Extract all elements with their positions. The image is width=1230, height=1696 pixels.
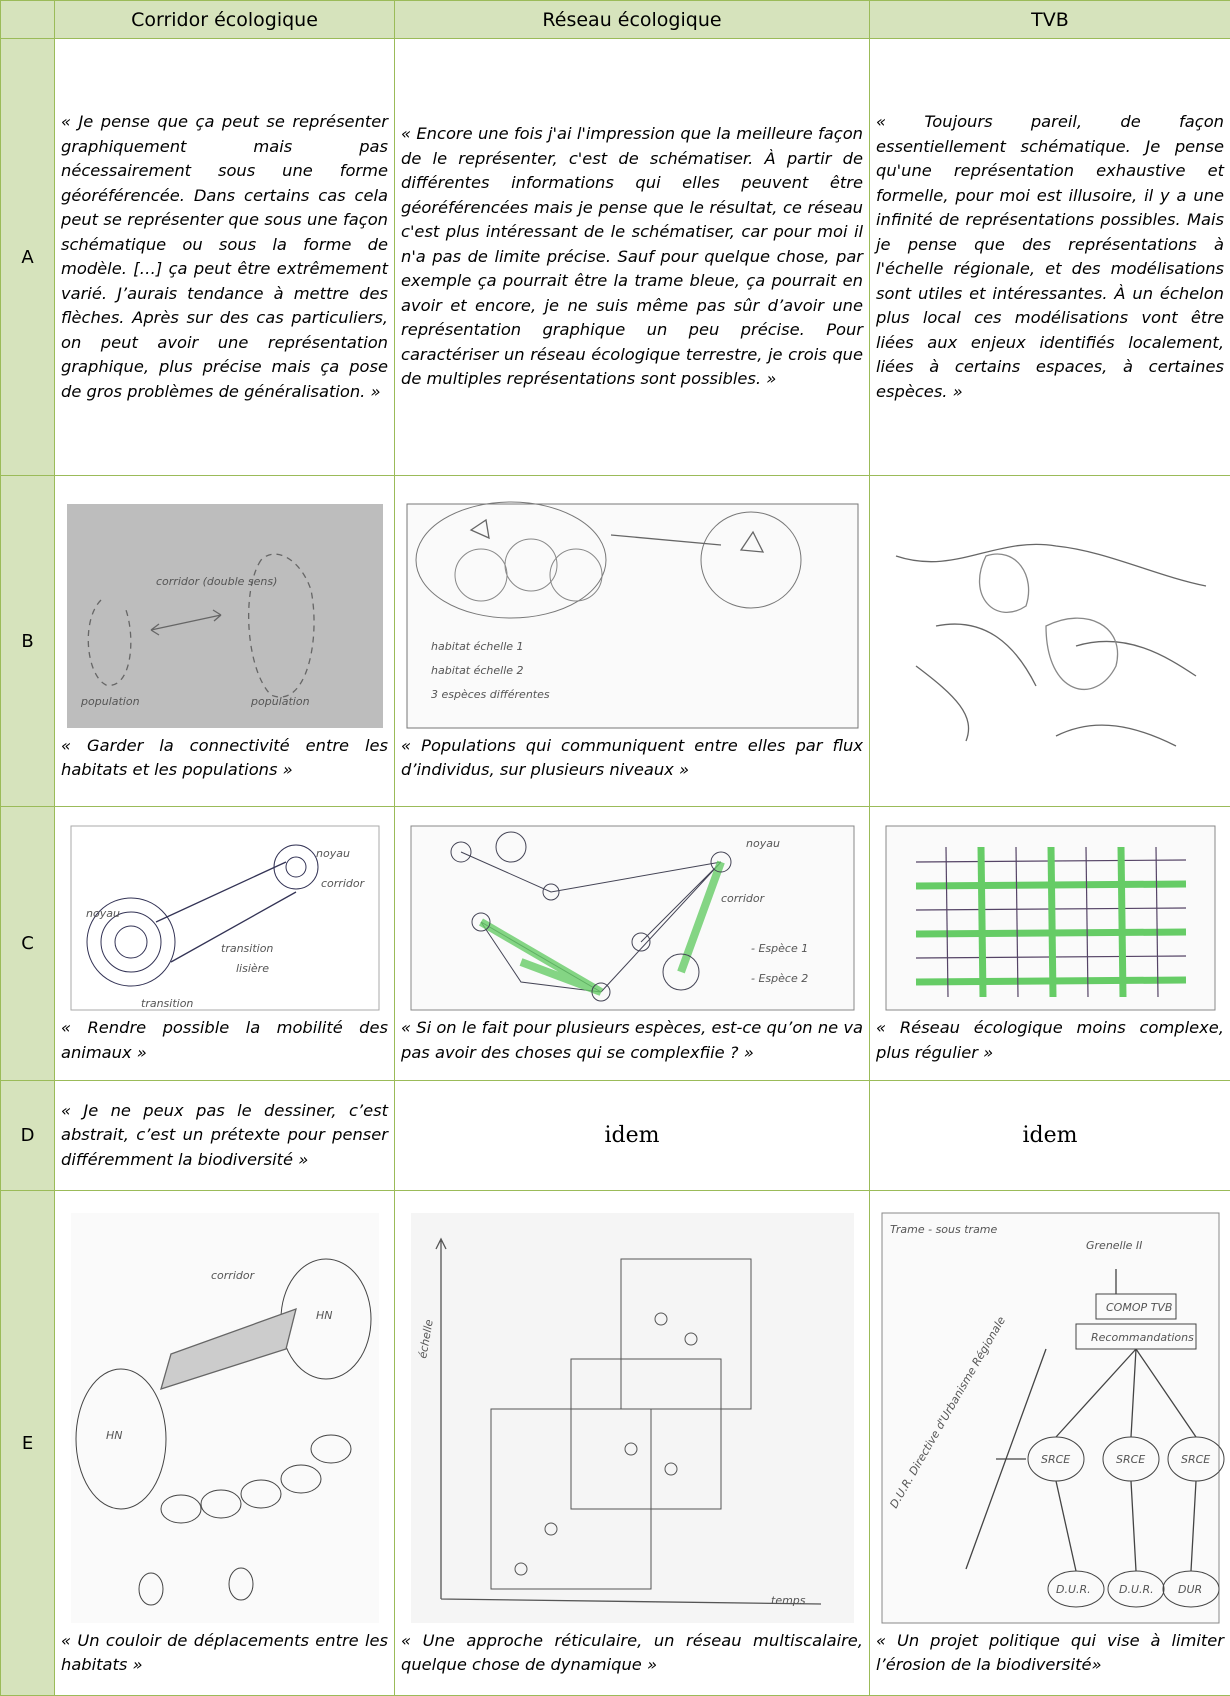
table-cell xyxy=(870,476,1230,807)
corner-cell xyxy=(1,1,55,39)
sketch-label: Trame - sous trame xyxy=(890,1223,998,1236)
caption: « Populations qui communiquent entre ell… xyxy=(401,734,863,783)
sketch: noyau corridor - Espèce 1 - Espèce 2 xyxy=(401,822,864,1014)
sketch-label: - Espèce 2 xyxy=(751,972,808,985)
sketch-label: habitat échelle 1 xyxy=(431,640,524,653)
row-label: D xyxy=(1,1081,55,1191)
quote: « Toujours pareil, de façon essentiellem… xyxy=(876,110,1224,404)
sketch-label: D.U.R. xyxy=(1119,1583,1154,1596)
column-header: Réseau écologique xyxy=(395,1,870,39)
cell-text: idem xyxy=(1023,1123,1078,1148)
sketch-label: HN xyxy=(106,1429,123,1442)
table-cell: « Toujours pareil, de façon essentiellem… xyxy=(870,39,1230,476)
sketch: corridor (double sens) population populati… xyxy=(61,500,389,732)
sketch-label: corridor xyxy=(321,877,366,890)
sketch-label: SRCE xyxy=(1116,1453,1145,1466)
sketch: corridor HN HN xyxy=(61,1209,389,1627)
sketch-label: transition xyxy=(141,997,193,1010)
sketch-label: transition xyxy=(221,942,273,955)
row-label: A xyxy=(1,39,55,476)
sketch-label: habitat échelle 2 xyxy=(431,664,524,677)
caption: « Un projet politique qui vise à limiter… xyxy=(876,1629,1224,1678)
caption: « Un couloir de déplacements entre les h… xyxy=(61,1629,388,1678)
row-label: B xyxy=(1,476,55,807)
sketch xyxy=(876,822,1225,1014)
sketch-label: population xyxy=(80,695,140,708)
table-cell: idem xyxy=(395,1081,870,1191)
column-header: TVB xyxy=(870,1,1230,39)
sketch-stroke xyxy=(980,554,1118,689)
sketch-label: lisière xyxy=(236,962,269,975)
sketch-label: corridor xyxy=(721,892,766,905)
quote: « Je ne peux pas le dessiner, c’est abst… xyxy=(61,1099,388,1173)
sketch-label: corridor (double sens) xyxy=(156,575,277,588)
sketch-bg xyxy=(411,1213,854,1623)
sketch-stroke xyxy=(896,544,1206,746)
table-cell: corridor HN HN « Un couloir de déplacements… xyxy=(55,1191,395,1696)
sketch-label: Grenelle II xyxy=(1086,1239,1142,1252)
quote: « Je pense que ça peut se représenter gr… xyxy=(61,110,388,404)
sketch-label: population xyxy=(250,695,310,708)
row-label: C xyxy=(1,807,55,1081)
table-cell: idem xyxy=(870,1081,1230,1191)
sketch-stroke xyxy=(1121,847,1123,997)
sketch-label: COMOP TVB xyxy=(1106,1301,1172,1314)
sketch-label: 3 espèces différentes xyxy=(431,688,550,701)
sketch-label: noyau xyxy=(746,837,780,850)
table-row: D« Je ne peux pas le dessiner, c’est abs… xyxy=(1,1081,1230,1191)
caption: « Si on le fait pour plusieurs espèces, … xyxy=(401,1016,863,1065)
sketch-label: noyau xyxy=(86,907,120,920)
sketch-label: SRCE xyxy=(1181,1453,1210,1466)
caption: « Une approche réticulaire, un réseau mu… xyxy=(401,1629,863,1678)
sketch-label: temps xyxy=(771,1594,806,1607)
sketch-label: corridor xyxy=(211,1269,256,1282)
table-cell: « Je ne peux pas le dessiner, c’est abst… xyxy=(55,1081,395,1191)
table-cell: noyau corridor - Espèce 1 - Espèce 2 « Si on… xyxy=(395,807,870,1081)
sketch: noyau noyau corridor transition lisière trans… xyxy=(61,822,389,1014)
sketch-label: DUR xyxy=(1178,1583,1202,1596)
sketch-label: - Espèce 1 xyxy=(751,942,808,955)
sketch-label: Recommandations xyxy=(1091,1331,1194,1344)
caption: « Rendre possible la mobilité des animau… xyxy=(61,1016,388,1065)
caption: « Réseau écologique moins complexe, plus… xyxy=(876,1016,1224,1065)
sketch: Trame - sous trame Grenelle II COMOP TVB Re… xyxy=(876,1209,1225,1627)
table-row: A« Je pense que ça peut se représenter g… xyxy=(1,39,1230,476)
table-cell: corridor (double sens) population populati… xyxy=(55,476,395,807)
table-cell: « Réseau écologique moins complexe, plus… xyxy=(870,807,1230,1081)
quote: « Encore une fois j'ai l'impression que … xyxy=(401,122,863,392)
table-cell: « Je pense que ça peut se représenter gr… xyxy=(55,39,395,476)
sketch-label: SRCE xyxy=(1041,1453,1070,1466)
caption: « Garder la connectivité entre les habit… xyxy=(61,734,388,783)
sketch xyxy=(876,516,1225,766)
sketch-stroke xyxy=(1051,847,1053,997)
table-cell: « Encore une fois j'ai l'impression que … xyxy=(395,39,870,476)
sketch-label: HN xyxy=(316,1309,333,1322)
sketch-label: D.U.R. xyxy=(1056,1583,1091,1596)
cell-text: idem xyxy=(605,1123,660,1148)
table-cell: noyau noyau corridor transition lisière trans… xyxy=(55,807,395,1081)
row-label: E xyxy=(1,1191,55,1696)
sketch-bg xyxy=(882,1213,1219,1623)
table-cell: habitat échelle 1 habitat échelle 2 3 espè… xyxy=(395,476,870,807)
sketch-label: noyau xyxy=(316,847,350,860)
table-cell: Trame - sous trame Grenelle II COMOP TVB Re… xyxy=(870,1191,1230,1696)
column-header: Corridor écologique xyxy=(55,1,395,39)
sketch: habitat échelle 1 habitat échelle 2 3 espè… xyxy=(401,500,864,732)
sketch-stroke xyxy=(981,847,983,997)
